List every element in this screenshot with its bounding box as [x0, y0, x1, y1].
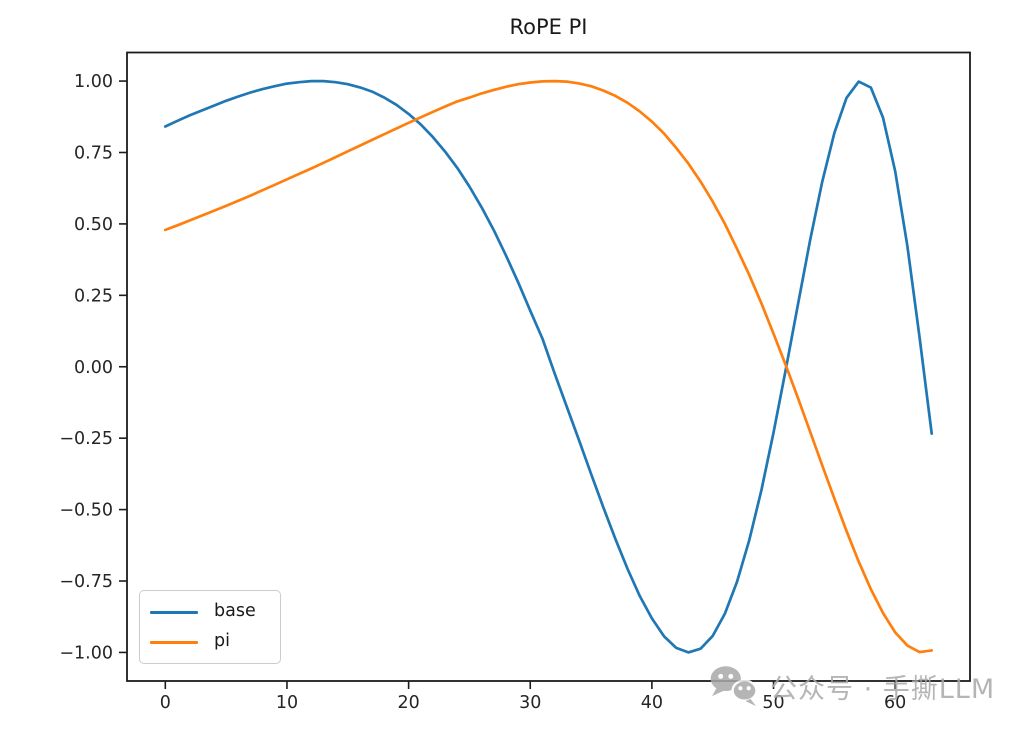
x-tick-label: 10 [276, 693, 298, 713]
axes-frame [126, 51, 971, 682]
x-tick-label: 60 [884, 693, 906, 713]
y-tick-label: 0.75 [74, 143, 113, 163]
y-tick-label: 0.50 [74, 215, 113, 235]
x-tick-label: 0 [160, 693, 171, 713]
base-line-series [163, 79, 934, 654]
x-tick-label: 50 [762, 693, 784, 713]
y-tick-label: 0.25 [74, 286, 113, 306]
y-tick-label: −0.75 [59, 572, 113, 592]
chart-title: RoPE PI [509, 15, 588, 39]
legend-label-base: base [214, 601, 256, 622]
x-tick-label: 40 [641, 693, 663, 713]
y-tick-label: 0.00 [74, 358, 113, 378]
y-tick-label: 1.00 [74, 72, 113, 92]
y-tick-label: −0.25 [59, 429, 113, 449]
legend: base pi [139, 590, 281, 664]
y-tick-label: −0.50 [59, 501, 113, 521]
x-tick-label: 20 [397, 693, 419, 713]
x-tick-label: 30 [519, 693, 541, 713]
legend-label-pi: pi [214, 631, 230, 652]
legend-entry-base: base [150, 599, 270, 625]
base-line-swatch [150, 610, 198, 614]
y-tick-label: −1.00 [59, 643, 113, 663]
pi-line-swatch [150, 640, 198, 644]
pi-line-series [163, 79, 934, 654]
legend-entry-pi: pi [150, 629, 270, 655]
